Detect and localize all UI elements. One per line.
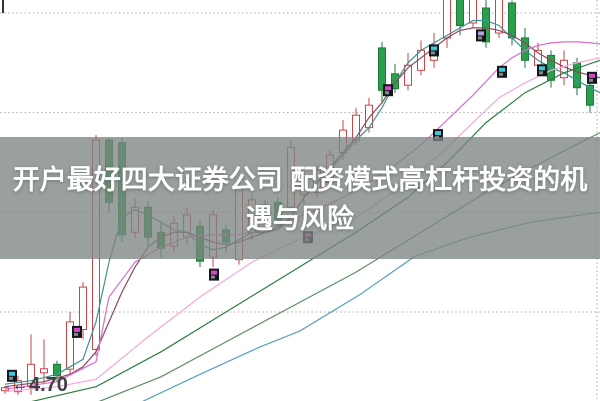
headline-line-2: 遇与风险 <box>246 203 354 234</box>
left-arrow-icon: ← <box>12 376 28 394</box>
headline-overlay-band: 开户最好四大证券公司 配资模式高杠杆投资的机 遇与风险 <box>0 137 600 259</box>
left-edge-tick <box>2 0 4 13</box>
price-value: 4.70 <box>29 374 68 396</box>
headline-line-1: 开户最好四大证券公司 配资模式高杠杆投资的机 <box>12 164 588 195</box>
price-label: ← 4.70 <box>12 374 68 397</box>
